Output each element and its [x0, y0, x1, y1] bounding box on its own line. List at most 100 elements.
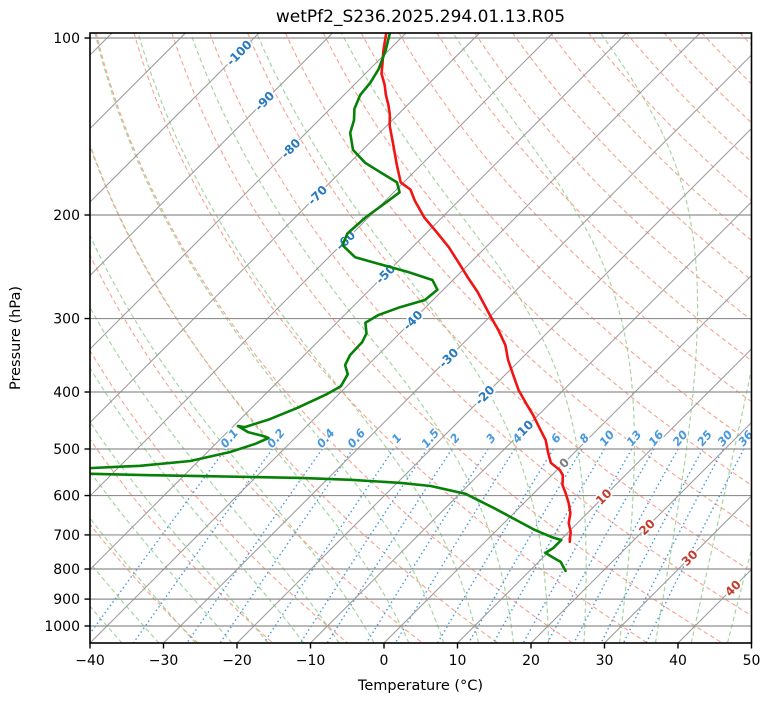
dry-adiabat-line	[171, 33, 723, 643]
isotherm-line	[90, 33, 481, 424]
moist-adiabat-line	[90, 306, 340, 643]
isotherm-line	[604, 495, 752, 643]
isotherm-line	[90, 33, 407, 350]
mixing-ratio-label: 0.4	[314, 426, 338, 451]
x-tick-label: −40	[75, 653, 105, 669]
mixing-ratio-line	[263, 448, 395, 643]
x-tick-label: −20	[222, 653, 252, 669]
moist-adiabat-line	[90, 143, 410, 643]
dry-adiabat-line	[398, 33, 752, 403]
mixing-ratio-label: 36	[735, 428, 756, 449]
chart-title: wetPf2_S236.2025.294.01.13.R05	[276, 7, 565, 27]
y-tick-label: 200	[53, 208, 80, 224]
mixing-ratio-line	[90, 448, 227, 635]
mixing-ratio-label: 20	[670, 428, 691, 449]
sounding-curves	[90, 33, 572, 573]
dry-adiabat-line	[587, 33, 752, 202]
moist-adiabat-line	[90, 421, 269, 643]
dry-adiabat-line	[625, 33, 752, 163]
y-tick-label: 600	[53, 489, 80, 505]
mixing-ratio-line	[186, 448, 323, 643]
isotherm-line	[90, 33, 334, 277]
mixing-ratio-line	[436, 448, 554, 643]
x-axis-label: Temperature (°C)	[357, 678, 483, 694]
temperature-curve	[380, 33, 572, 544]
isotherm-line	[90, 33, 260, 203]
isotherm-line	[751, 642, 752, 643]
x-tick-label: 10	[449, 653, 467, 669]
dry-adiabat-line	[360, 33, 752, 444]
plot-area: -100-90-80-70-60-50-40-30-20-10010203040…	[44, 31, 775, 669]
mixing-ratio-label: 0.1	[217, 426, 241, 451]
isotherm-line	[90, 33, 628, 571]
y-tick-label: 800	[53, 562, 80, 578]
mixing-ratio-line	[622, 448, 724, 643]
dry-adiabat-line	[284, 33, 752, 529]
mixing-ratio-line	[522, 448, 633, 643]
dry-adiabat-line	[474, 33, 752, 321]
y-tick-label: 900	[53, 592, 80, 608]
moist-adiabat-line	[90, 234, 375, 643]
mixing-ratio-label: 6	[548, 431, 564, 446]
mixing-ratio-label: 3	[483, 431, 499, 446]
mixing-ratio-label: 2	[447, 431, 463, 446]
mixing-ratio-line	[645, 448, 745, 643]
dry-adiabat-line	[739, 33, 752, 46]
moist-adiabat-line	[452, 33, 635, 643]
moist-adiabat-line	[137, 33, 480, 643]
moist-adiabat-line	[764, 33, 775, 643]
x-tick-label: 40	[669, 653, 687, 669]
moist-adiabat-line	[190, 33, 515, 643]
mixing-ratio-label: 1	[389, 431, 405, 446]
y-tick-label: 300	[53, 312, 80, 328]
moist-adiabat-line	[340, 33, 587, 643]
isotherm-line	[163, 54, 752, 643]
mixing-ratio-label: 0.6	[344, 426, 368, 451]
dry-adiabat-line	[436, 33, 752, 362]
mixing-ratio-label: 8	[576, 431, 592, 446]
dry-adiabat-line	[90, 144, 498, 643]
x-tick-label: 20	[522, 653, 540, 669]
moist-adiabat-line	[690, 365, 752, 643]
dry-adiabat-line	[90, 523, 199, 643]
y-axis-label: Pressure (hPa)	[8, 286, 24, 390]
dry-adiabat-line	[209, 33, 752, 617]
dry-adiabat-line	[90, 438, 274, 643]
plot-border	[89, 32, 753, 644]
y-tick-label: 1000	[44, 619, 80, 635]
mixing-ratio-line	[219, 448, 354, 643]
mixing-ratio-line	[546, 448, 655, 643]
moist-adiabat-line	[94, 33, 445, 643]
dry-adiabat-line	[90, 253, 423, 643]
isotherm-line	[90, 33, 554, 497]
x-tick-label: −30	[149, 653, 179, 669]
mixing-ratio-label: 13	[623, 428, 644, 449]
isotherm-line	[236, 127, 752, 643]
mixing-ratio-line	[326, 448, 453, 643]
moist-adiabat-line	[90, 366, 305, 643]
mixing-ratio-line	[573, 448, 679, 643]
mixing-ratio-line	[492, 448, 606, 643]
x-tick-label: 0	[380, 653, 389, 669]
isotherm-line	[90, 33, 187, 130]
dry-adiabat-line	[663, 33, 752, 124]
dry-adiabat-line	[549, 33, 752, 242]
y-tick-label: 400	[53, 385, 80, 401]
dry-adiabat-line	[133, 33, 648, 643]
grid-lines	[90, 33, 775, 643]
mixing-ratio-line	[299, 448, 428, 643]
mixing-ratio-line	[365, 448, 489, 643]
x-tick-label: 30	[596, 653, 614, 669]
y-tick-label: 100	[53, 31, 80, 47]
mixing-ratio-label: 10	[596, 428, 617, 449]
moist-adiabat-line	[90, 517, 197, 643]
isotherm-line	[310, 201, 752, 643]
mixing-ratio-line	[132, 448, 273, 643]
mixing-ratio-label: 30	[714, 428, 735, 449]
dry-adiabat-line	[512, 33, 752, 281]
dewpoint-curve	[90, 472, 567, 573]
dry-adiabat-line	[95, 33, 573, 643]
